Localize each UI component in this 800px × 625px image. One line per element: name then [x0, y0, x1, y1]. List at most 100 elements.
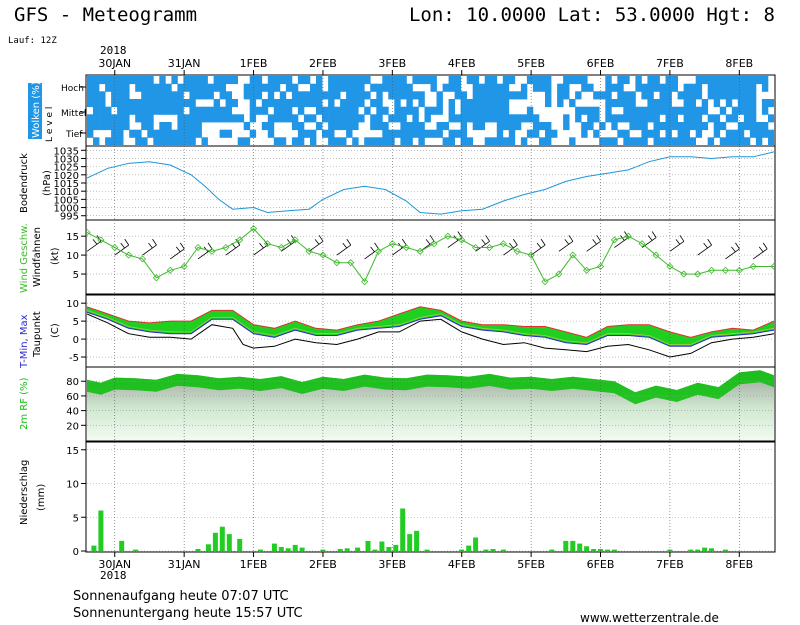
cloud-cell: [683, 106, 690, 115]
cloud-cell: [123, 114, 130, 123]
xtick-label-top: 31JAN: [168, 57, 201, 70]
cloud-cell: [201, 106, 208, 115]
cloud-cell: [749, 76, 757, 85]
cloud-cell: [195, 83, 202, 92]
cloud-cell: [635, 106, 642, 115]
cloud-cell: [430, 129, 437, 138]
cloud-cell: [677, 137, 684, 145]
cloud-cell: [87, 83, 94, 92]
cloud-cell: [141, 122, 148, 131]
cloud-cell: [177, 99, 184, 108]
cloud-cell: [448, 137, 455, 145]
cloud-cell: [129, 76, 136, 85]
cloud-cell: [297, 99, 305, 108]
wind-ylabel: Wind Geschw.: [19, 223, 30, 293]
cloud-cell: [177, 137, 184, 145]
website-link[interactable]: www.wetterzentrale.de: [580, 611, 719, 625]
cloud-cell: [243, 83, 251, 92]
cloud-cell: [731, 137, 739, 145]
wind-speed-marker: [249, 225, 258, 233]
cloud-cell: [743, 114, 751, 123]
cloud-cell: [761, 122, 769, 131]
cloud-cell: [105, 137, 112, 145]
wind-speed-marker: [694, 270, 702, 278]
cloud-cell: [563, 91, 570, 100]
cloud-cell: [316, 76, 323, 85]
cloud-cell: [605, 106, 612, 115]
cloud-cell: [545, 129, 552, 138]
cloud-cell: [532, 76, 540, 85]
cloud-cell: [683, 83, 690, 92]
cloud-cell: [189, 91, 196, 100]
wind-grid: [87, 235, 774, 275]
cloud-cell: [653, 122, 660, 131]
cloud-cell: [322, 114, 329, 123]
cloud-cell: [87, 129, 94, 138]
cloud-cell: [255, 106, 263, 115]
cloud-cell: [418, 76, 425, 85]
ytick-label-wind: 10: [66, 251, 79, 262]
xtick-label-top: 3FEB: [378, 57, 406, 70]
cloud-cell: [370, 83, 377, 92]
cloud-cell: [623, 106, 630, 115]
cloud-cell: [749, 114, 757, 123]
cloud-cell: [725, 137, 733, 145]
cloud-cell: [165, 122, 172, 131]
wind-speed-marker: [361, 278, 369, 286]
cloud-cell: [689, 99, 696, 108]
cloud-cell: [207, 91, 214, 100]
cloud-cell: [388, 91, 395, 100]
cloud-cell: [183, 76, 190, 85]
cloud-cell: [647, 76, 654, 85]
cloud-cell: [502, 122, 510, 131]
wind-speed-marker: [624, 232, 632, 240]
cloud-cell: [460, 106, 467, 115]
precip-bar: [688, 549, 694, 551]
precip-bar: [577, 543, 583, 551]
cloud-cell: [159, 76, 166, 85]
wind-speed-marker: [458, 236, 466, 244]
precip-bar: [611, 549, 617, 551]
cloud-cell: [743, 99, 751, 108]
cloud-cell: [117, 137, 124, 145]
cloud-cell: [165, 129, 172, 138]
precip-bar: [473, 537, 479, 551]
cloud-cell: [683, 91, 690, 100]
cloud-cell: [713, 114, 721, 123]
dewpoint-line: [87, 313, 774, 358]
cloud-cell: [291, 99, 299, 108]
cloud-cell: [448, 129, 455, 138]
cloud-cell: [623, 76, 630, 85]
wind-speed-marker: [541, 278, 549, 286]
cloud-cell: [436, 106, 443, 115]
wind-barb: [586, 235, 601, 252]
cloud-cell: [267, 114, 275, 123]
cloud-cell: [599, 137, 606, 145]
cloud-cell: [310, 129, 317, 138]
cloud-cell: [123, 106, 130, 115]
cloud-cell: [225, 114, 232, 123]
cloud-cell: [472, 99, 480, 108]
cloud-cell: [484, 83, 492, 92]
cloud-cell: [605, 114, 612, 123]
precip-bar: [584, 546, 590, 551]
cloud-cell: [93, 106, 100, 115]
cloud-cell: [593, 91, 600, 100]
cloud-cell: [484, 99, 492, 108]
precip-bar: [393, 544, 399, 551]
cloud-cell: [635, 137, 642, 145]
cloud-cell: [731, 83, 739, 92]
cloud-cell: [346, 114, 353, 123]
cloud-cell: [111, 122, 118, 131]
cloud-cell: [526, 129, 534, 138]
cloud-cell: [689, 83, 696, 92]
precip-bar: [226, 534, 232, 551]
wind-unit: (kt): [50, 247, 61, 265]
cloud-cell: [653, 99, 660, 108]
cloud-cell: [749, 129, 757, 138]
humidity-band: [87, 370, 774, 405]
wind-speed-marker: [222, 243, 230, 252]
cloud-cell: [502, 76, 510, 85]
cloud-cell: [153, 137, 160, 145]
